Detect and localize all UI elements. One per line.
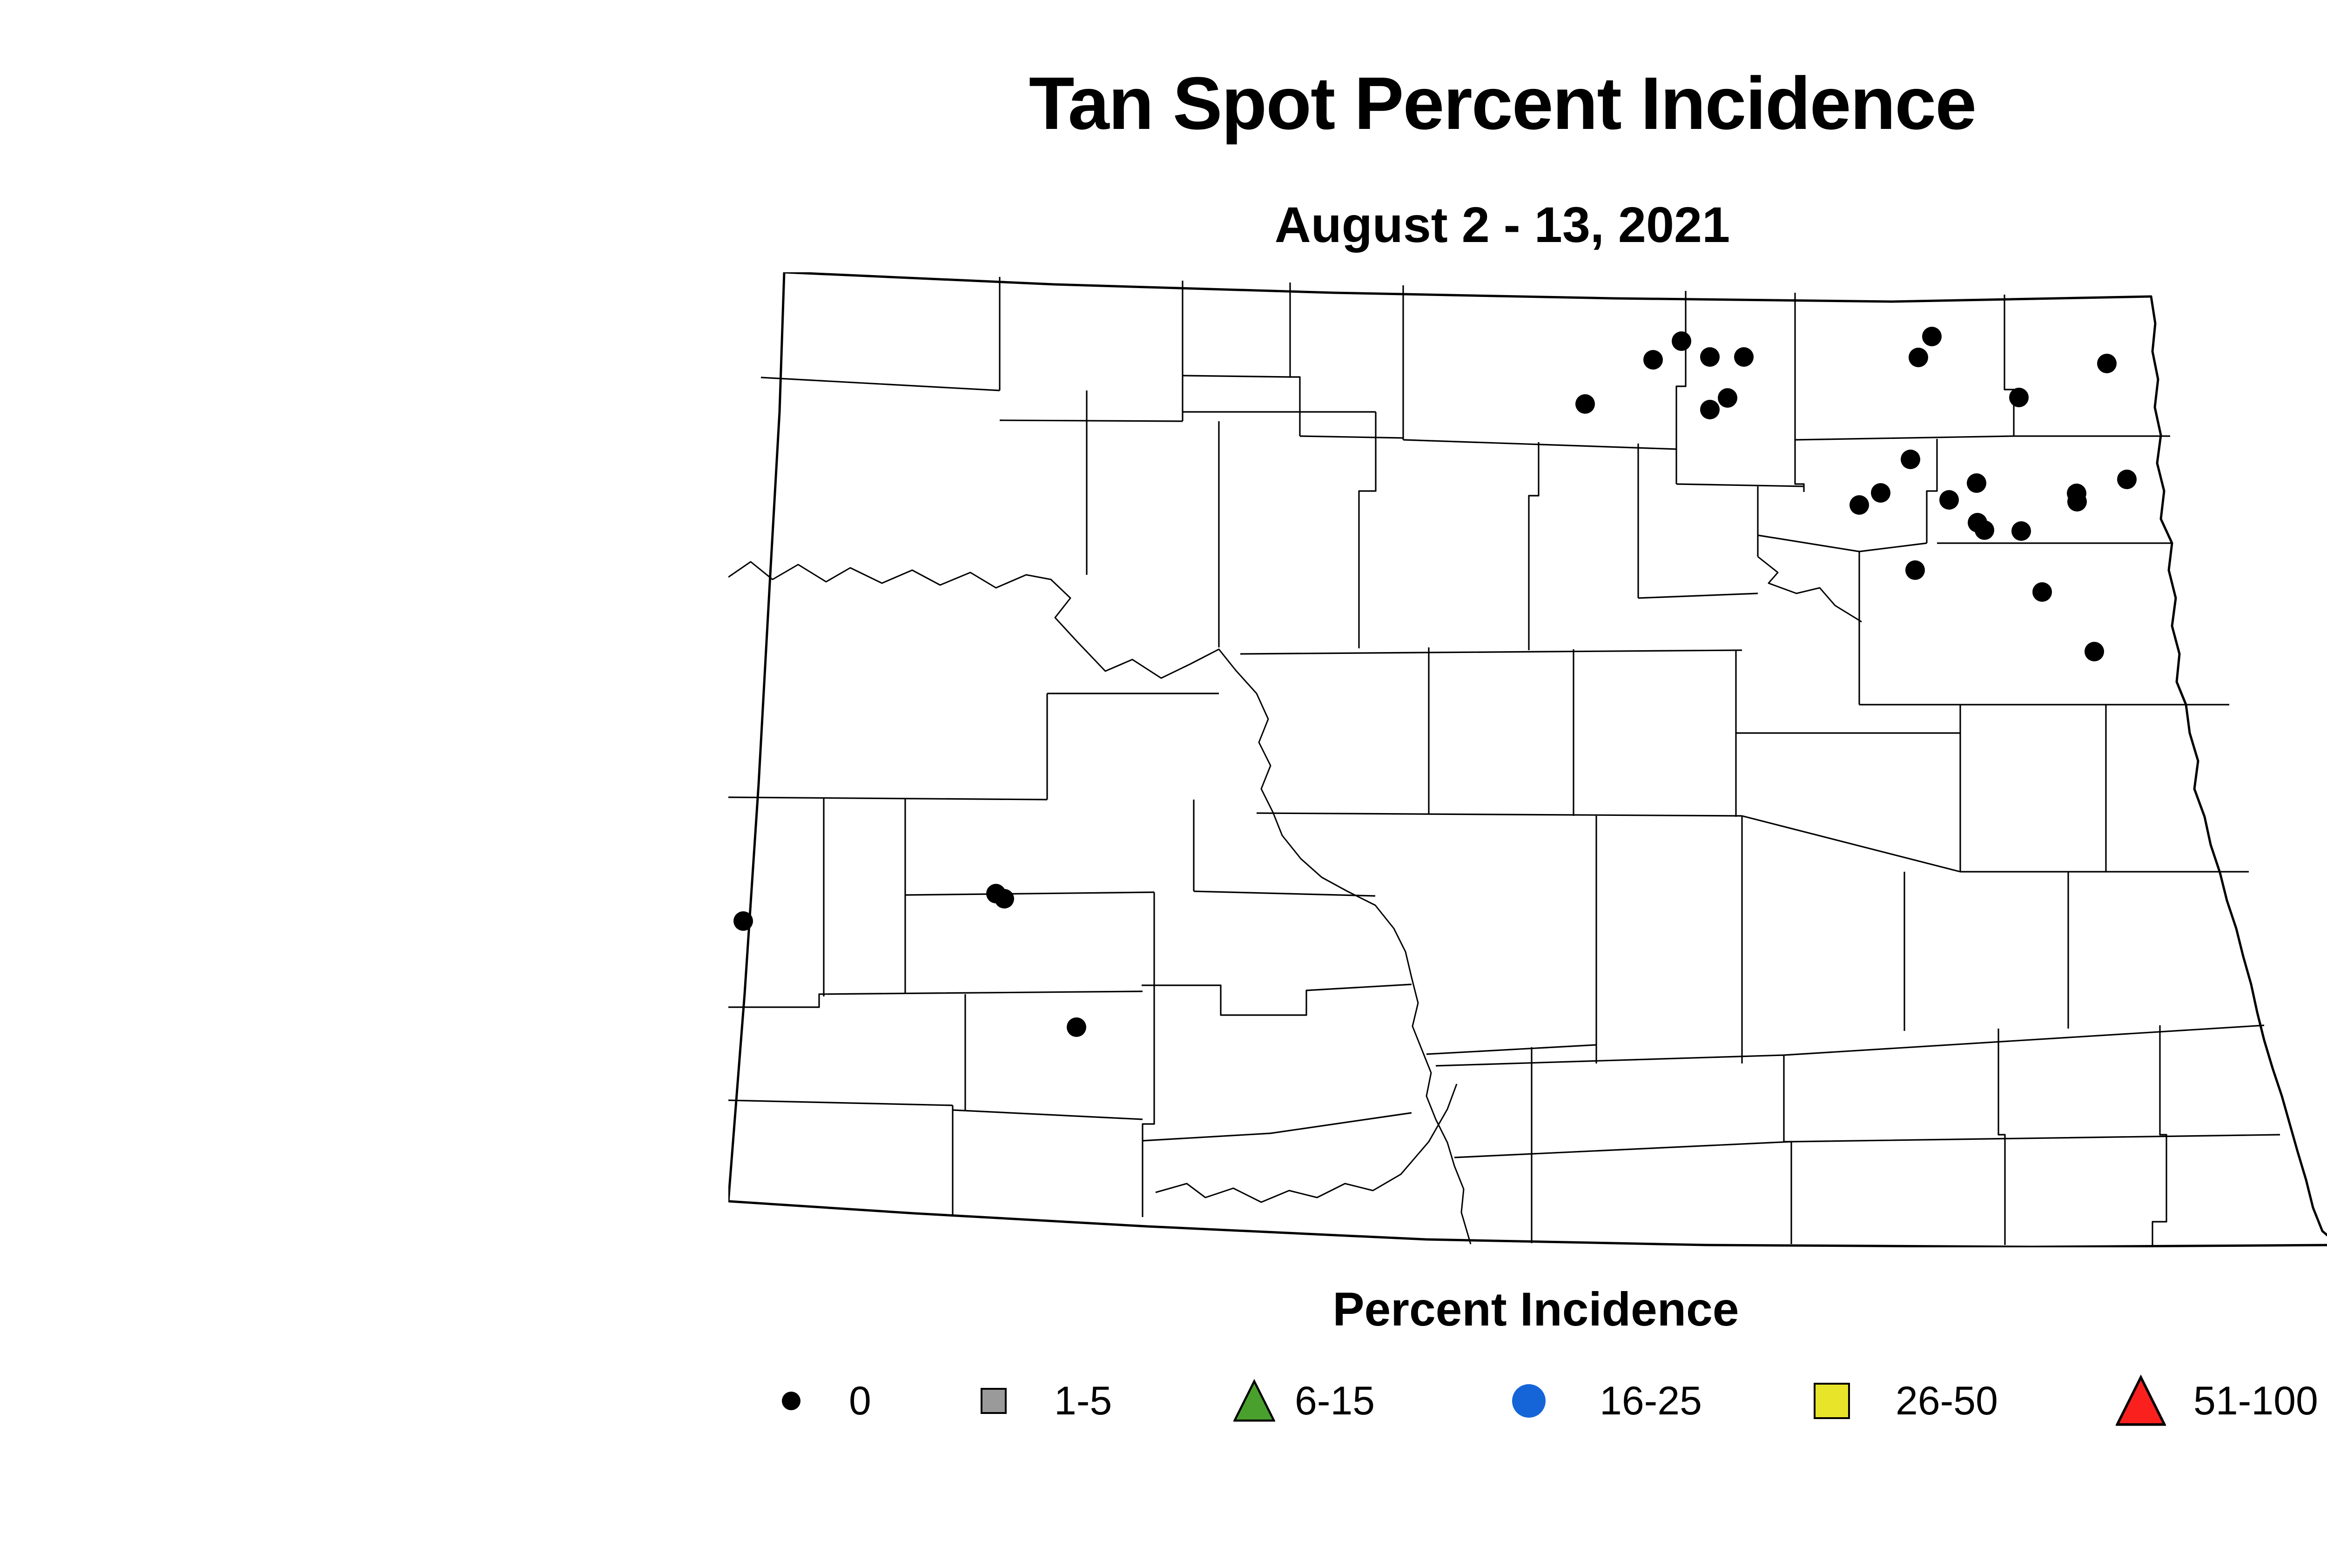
triangle-shape	[1233, 1379, 1275, 1422]
triangle-shape	[2116, 1374, 2166, 1426]
map-container	[728, 272, 2327, 1247]
map-point-dot	[2067, 492, 2087, 511]
map-point-dot	[2117, 470, 2137, 489]
county-line	[1676, 483, 1804, 487]
map-point-dot	[1067, 1017, 1086, 1037]
map-point-dot	[1975, 520, 1994, 540]
triangle-icon	[2116, 1374, 2166, 1426]
county-line	[1240, 649, 1742, 655]
legend-item-label: 1-5	[1054, 1379, 1112, 1423]
county-line	[1783, 1055, 1792, 1244]
map-point-dot	[2032, 582, 2052, 602]
county-line	[1435, 1024, 2265, 1067]
map-point-dot	[1734, 347, 1754, 367]
county-line	[2004, 295, 2015, 436]
county-line	[1289, 283, 1301, 436]
county-line	[728, 990, 1143, 1008]
county-line	[1528, 442, 1540, 650]
river-line	[1155, 1083, 1458, 1203]
legend-item-label: 6-15	[1295, 1379, 1375, 1423]
map-point-dot	[1718, 388, 1737, 408]
county-line	[1142, 1112, 1412, 1142]
river-lines	[728, 556, 1862, 1245]
county-line	[1794, 293, 1805, 492]
county-line	[999, 419, 1183, 422]
nd-county-map	[728, 272, 2327, 1247]
map-point-dot	[1905, 560, 1925, 580]
county-line	[1256, 812, 1742, 817]
state-border	[728, 272, 2327, 1247]
county-line	[1795, 435, 2170, 441]
legend-item-label: 16-25	[1600, 1379, 1702, 1423]
page-title: Tan Spot Percent Incidence	[1029, 61, 1977, 145]
county-line	[1454, 1134, 2280, 1158]
dot-icon	[782, 1392, 800, 1410]
map-point-dot	[1575, 394, 1595, 414]
county-line	[1926, 439, 1938, 543]
map-point-dot	[1672, 331, 1691, 351]
square-icon	[1814, 1383, 1850, 1419]
map-point-dot	[2011, 521, 2031, 541]
county-line	[728, 1099, 953, 1106]
state-outline	[728, 272, 2327, 1247]
county-line	[905, 891, 1155, 896]
triangle-icon	[1233, 1379, 1275, 1422]
map-point-dot	[1922, 327, 1942, 346]
county-line	[1299, 435, 1404, 439]
map-point-dot	[2085, 642, 2104, 661]
county-line	[1638, 592, 1758, 599]
map-point-dot	[995, 889, 1014, 908]
county-line	[2152, 1025, 2167, 1246]
circle-icon	[1512, 1384, 1546, 1418]
county-line	[728, 796, 1048, 801]
page-subtitle: August 2 - 13, 2021	[1274, 196, 1730, 253]
legend-item-label: 26-50	[1896, 1379, 1998, 1423]
legend-item-label: 51-100	[2193, 1379, 2318, 1423]
map-point-dot	[1849, 495, 1869, 515]
county-line	[1403, 439, 1677, 450]
county-line	[1193, 890, 1376, 897]
county-line	[1742, 815, 1961, 873]
map-point-dot	[1700, 400, 1720, 419]
county-line	[1358, 412, 1377, 648]
legend-title: Percent Incidence	[1332, 1283, 1739, 1336]
river-line	[728, 561, 1472, 1245]
county-line	[1182, 375, 1291, 378]
legend-item-label: 0	[849, 1379, 871, 1423]
map-point-dot	[1901, 450, 1920, 469]
map-point-dot	[1643, 350, 1663, 370]
map-point-dot	[2009, 388, 2029, 407]
county-boundaries	[728, 277, 2280, 1246]
county-line	[1997, 1029, 2006, 1245]
county-line	[1426, 1044, 1597, 1055]
map-point-dot	[733, 911, 753, 931]
river-line	[1757, 556, 1862, 623]
map-point-dot	[1871, 483, 1890, 503]
map-point-dot	[1700, 347, 1720, 367]
county-line	[1142, 892, 1155, 1217]
map-point-dot	[1967, 473, 1986, 493]
survey-points	[733, 327, 2137, 1037]
county-line	[1675, 291, 1687, 484]
map-point-dot	[1939, 490, 1959, 510]
map-point-dot	[1909, 348, 1928, 367]
map-point-dot	[2097, 354, 2117, 373]
county-line	[1757, 534, 1927, 552]
square-icon	[981, 1388, 1007, 1414]
county-line	[760, 377, 1000, 391]
county-line	[952, 1109, 1143, 1120]
county-line	[1142, 983, 1412, 1016]
